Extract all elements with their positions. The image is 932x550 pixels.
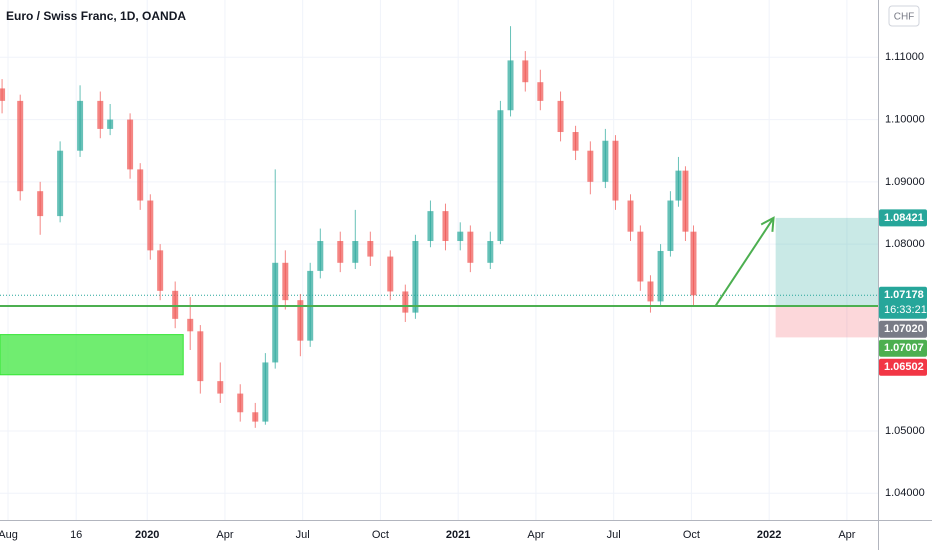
candle-body (172, 290, 179, 319)
candle-body (402, 291, 409, 313)
x-tick-label: Jul (296, 529, 310, 541)
price-badge (879, 320, 927, 338)
candle-body (667, 200, 674, 251)
y-tick-label: 1.09000 (885, 176, 925, 188)
candle-body (317, 241, 324, 271)
candle-body (37, 191, 44, 217)
candle-body (147, 200, 154, 251)
x-tick-label: Apr (216, 529, 233, 541)
candle-body (157, 250, 164, 291)
candle-body (137, 169, 144, 201)
candle-body (497, 110, 504, 242)
arrow (714, 217, 775, 307)
x-tick-label: Jul (607, 529, 621, 541)
candle-body (487, 241, 494, 263)
candle-body (537, 82, 544, 101)
y-tick-label: 1.08000 (885, 238, 925, 250)
x-tick-label: 2020 (135, 529, 159, 541)
candle-body (262, 362, 269, 422)
candle-body (612, 140, 619, 201)
candle-body (0, 88, 6, 101)
candle-body (647, 281, 654, 302)
chart-title: Euro / Swiss Franc, 1D, OANDA (6, 9, 186, 23)
candle-body (690, 231, 697, 296)
candle-body (442, 211, 449, 242)
candle-body (197, 331, 204, 382)
x-tick-label: 16 (70, 529, 82, 541)
candle-body (57, 150, 64, 217)
candle-body (217, 381, 224, 394)
candle-body (457, 231, 464, 242)
y-tick-label: 1.10000 (885, 113, 925, 125)
countdown: 16:33:21 (884, 304, 927, 316)
candle-body (557, 100, 564, 133)
x-tick-label: 2021 (446, 529, 470, 541)
candle-body (572, 132, 579, 151)
candle-body (467, 231, 474, 263)
candle-body (272, 262, 279, 363)
candle-body (657, 250, 664, 302)
price-badge (879, 339, 927, 357)
candle-body (367, 241, 374, 257)
candle-body (17, 100, 24, 192)
loss-box (775, 305, 878, 338)
candle-body (237, 393, 244, 413)
candle-body (282, 262, 289, 301)
price-badge (879, 209, 927, 227)
candle-body (602, 140, 609, 182)
candle-body (252, 412, 259, 422)
candle-body (97, 100, 104, 129)
y-tick-label: 1.11000 (885, 51, 924, 63)
candle-body (107, 119, 114, 129)
candle-body (427, 211, 434, 242)
candle-body (587, 150, 594, 182)
candle-body (637, 231, 644, 282)
candle-body (337, 241, 344, 263)
candle-body (127, 119, 134, 170)
currency-label[interactable]: CHF (894, 12, 915, 23)
candle-body (297, 300, 304, 341)
price-badge-label: 1.07020 (884, 323, 924, 335)
price-badge-label: 1.06502 (884, 361, 924, 373)
x-tick-label: Oct (683, 529, 700, 541)
x-tick-label: Aug (0, 529, 18, 541)
price-badge (879, 358, 927, 376)
price-badge-label: 1.08421 (884, 212, 924, 224)
arrow-head (760, 216, 775, 232)
price-badge (879, 286, 927, 319)
x-tick-label: Oct (372, 529, 389, 541)
candle-body (682, 170, 689, 232)
y-tick-label: 1.05000 (885, 425, 925, 437)
x-tick-label: Apr (527, 529, 544, 541)
candle-body (675, 170, 682, 201)
y-tick-label: 1.04000 (885, 487, 925, 499)
candle-body (522, 60, 529, 83)
currency-button[interactable] (888, 5, 920, 27)
candle-body (187, 318, 194, 332)
price-badge-label: 1.07178 (884, 289, 924, 301)
candle-body (352, 241, 359, 263)
candle-body (387, 256, 394, 292)
candle-body (412, 241, 419, 313)
candle-body (507, 60, 514, 111)
profit-box (775, 217, 878, 306)
x-tick-label: Apr (838, 529, 855, 541)
plot-area (0, 0, 878, 520)
x-tick-label: 2022 (757, 529, 781, 541)
candle-body (627, 200, 634, 232)
price-badge-label: 1.07007 (884, 342, 924, 354)
candle-body (77, 100, 84, 151)
demand-zone (0, 334, 184, 376)
